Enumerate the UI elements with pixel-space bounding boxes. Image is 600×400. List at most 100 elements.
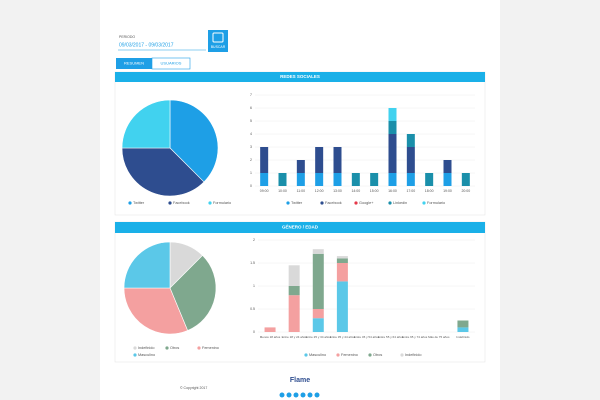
tab[interactable]	[151, 57, 191, 70]
x-tick-label: 11:00	[297, 189, 306, 193]
bar-segment	[388, 173, 397, 186]
period-label: PERIODO	[119, 35, 135, 39]
tab-active[interactable]	[116, 58, 152, 69]
x-tick-label: 13:00	[333, 189, 342, 193]
x-tick-label: 15:00	[370, 189, 379, 193]
y-tick-label: 0	[253, 330, 255, 334]
bar-segment	[406, 173, 415, 186]
social-icon[interactable]	[300, 392, 306, 398]
legend-swatch	[133, 346, 137, 350]
x-tick-label: 12:00	[315, 189, 324, 193]
legend-label: Femenino	[202, 346, 219, 350]
legend-swatch	[388, 201, 392, 205]
bar-segment	[312, 249, 324, 254]
pie-slice	[169, 255, 217, 331]
bar-segment	[312, 253, 324, 309]
tab-label: RESUMEN	[124, 61, 144, 66]
social-icon[interactable]	[293, 392, 299, 398]
bar-segment	[315, 147, 324, 173]
x-tick-label: Entre 45 y 54 años	[354, 335, 380, 339]
social-icon[interactable]	[307, 392, 313, 398]
legend-label: Masculino	[138, 353, 155, 357]
bar-segment	[288, 286, 300, 296]
legend-label: Otros	[373, 353, 382, 357]
x-tick-label: 09:00	[260, 189, 269, 193]
bar-segment	[406, 134, 415, 147]
period-value[interactable]: 09/03/2017 - 09/03/2017	[119, 42, 174, 48]
bar-segment	[315, 173, 324, 186]
bar-segment	[288, 295, 300, 332]
bar-segment	[388, 121, 397, 134]
social-icon[interactable]	[279, 392, 285, 398]
x-tick-label: 17:00	[406, 189, 415, 193]
x-tick-label: 14:00	[351, 189, 360, 193]
bar-segment	[260, 173, 269, 186]
legend-swatch	[165, 346, 169, 350]
x-tick-label: 19:00	[443, 189, 452, 193]
bar-segment	[336, 256, 348, 259]
bar-segment	[388, 108, 397, 121]
legend-label: Formulario	[427, 201, 445, 205]
legend-swatch	[168, 201, 172, 205]
y-tick-label: 5	[250, 119, 252, 123]
legend-label: Facebook	[173, 201, 190, 205]
bar-segment	[336, 263, 348, 282]
legend-label: Linkedin	[393, 201, 407, 205]
y-tick-label: 3	[250, 145, 252, 149]
legend-label: Indefinido	[405, 353, 421, 357]
legend-swatch	[422, 201, 426, 205]
legend-label: Google+	[359, 201, 374, 205]
y-tick-label: 1.5	[250, 261, 255, 265]
y-tick-label: 1	[250, 171, 252, 175]
legend-label: Facebook	[325, 201, 342, 205]
button-label: BUSCAR	[211, 45, 226, 49]
bar-segment	[264, 327, 276, 332]
bar-segment	[425, 173, 434, 186]
footer-copyright: © Copyright 2017	[180, 386, 207, 390]
bar-segment	[312, 318, 324, 332]
legend-swatch	[208, 201, 212, 205]
calendar-icon	[212, 32, 224, 43]
social-icon[interactable]	[286, 392, 292, 398]
y-tick-label: 0.5	[250, 307, 255, 311]
legend-swatch	[336, 353, 340, 357]
legend-swatch	[304, 353, 308, 357]
bar-segment	[443, 173, 452, 186]
legend-label: Indefinido	[138, 346, 154, 350]
bar-segment	[370, 173, 379, 186]
tab-label: USUARIOS	[161, 61, 182, 66]
social-icon[interactable]	[314, 392, 320, 398]
x-tick-label: Más de 75 años	[428, 335, 450, 339]
panel-header	[115, 72, 485, 82]
x-tick-label: Entre 55 y 64 años	[378, 335, 404, 339]
y-tick-label: 0	[250, 184, 252, 188]
x-tick-label: Entre 18 y 24 años	[282, 335, 308, 339]
y-tick-label: 1	[253, 284, 255, 288]
y-tick-label: 2	[253, 238, 255, 242]
bar-segment	[388, 134, 397, 173]
legend-label: Formulario	[213, 201, 231, 205]
bar-segment	[296, 173, 305, 186]
legend-swatch	[320, 201, 324, 205]
bar-segment	[278, 173, 287, 186]
social-icons	[279, 392, 320, 398]
x-tick-label: 10:00	[278, 189, 287, 193]
legend-label: Masculino	[309, 353, 326, 357]
x-tick-label: 20:00	[461, 189, 470, 193]
bar-segment	[457, 320, 469, 328]
bar-segment	[288, 265, 300, 286]
legend-label: Otros	[170, 346, 179, 350]
y-tick-label: 2	[250, 158, 252, 162]
legend-swatch	[368, 353, 372, 357]
x-tick-label: Entre 35 y 44 años	[330, 335, 356, 339]
legend-label: Twitter	[133, 201, 145, 205]
y-tick-label: 4	[250, 132, 252, 136]
bar-segment	[312, 309, 324, 319]
bar-segment	[333, 147, 342, 173]
bar-segment	[457, 327, 469, 332]
bar-segment	[336, 281, 348, 332]
x-tick-label: Menos 18 años	[260, 335, 281, 339]
panel-header	[115, 222, 485, 233]
y-tick-label: 6	[250, 106, 252, 110]
